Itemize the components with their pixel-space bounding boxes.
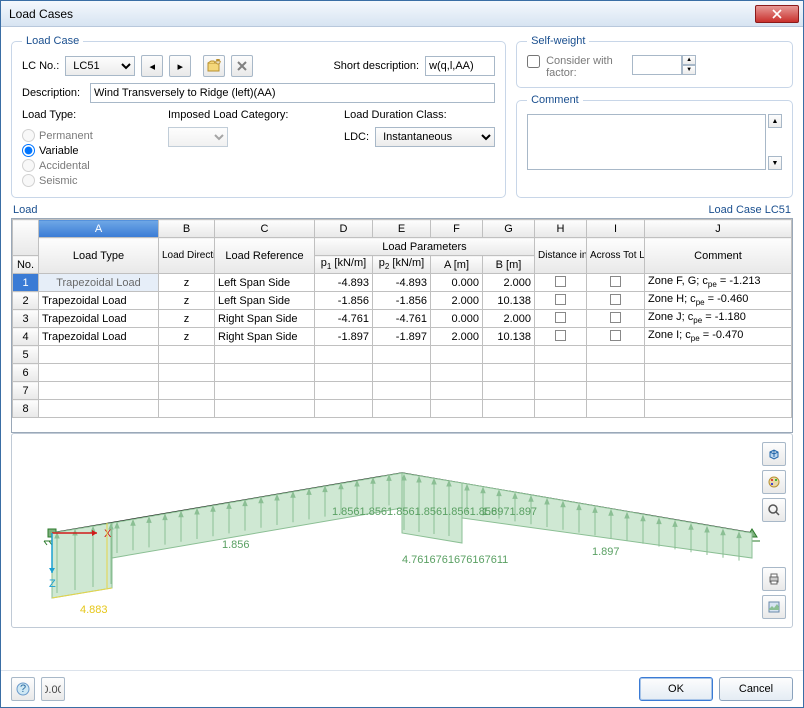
next-loadcase-button[interactable]: ▸ bbox=[169, 55, 191, 77]
radio-seismic[interactable]: Seismic bbox=[22, 174, 162, 187]
consider-label: Consider with factor: bbox=[546, 55, 626, 79]
export-button[interactable] bbox=[762, 595, 786, 619]
table-row[interactable]: 5 bbox=[13, 346, 792, 364]
cube-icon bbox=[767, 447, 781, 461]
ldc-label: Load Duration Class: bbox=[344, 109, 447, 121]
col-letter-C[interactable]: C bbox=[215, 220, 315, 238]
comment-group: Comment ▲ ▼ bbox=[516, 94, 793, 198]
delete-icon bbox=[236, 60, 248, 72]
svg-text:✶: ✶ bbox=[214, 59, 222, 67]
svg-text:4.883: 4.883 bbox=[80, 604, 108, 616]
col-letter-D[interactable]: D bbox=[315, 220, 373, 238]
table-row[interactable]: 4Trapezoidal LoadzRight Span Side-1.897-… bbox=[13, 328, 792, 346]
comment-scroll-up[interactable]: ▲ bbox=[768, 114, 782, 128]
loadcase-group: Load Case LC No.: LC51 ◂ ▸ ✶ Short descr… bbox=[11, 35, 506, 198]
titlebar: Load Cases bbox=[1, 1, 803, 27]
load-cases-dialog: Load Cases Load Case LC No.: LC51 ◂ ▸ ✶ bbox=[0, 0, 804, 708]
svg-text:1.8561.8561.8561.8561.8561.856: 1.8561.8561.8561.8561.8561.856 bbox=[332, 506, 497, 518]
svg-text:0.00: 0.00 bbox=[45, 684, 61, 696]
palette-icon bbox=[767, 475, 781, 489]
comment-scroll-down[interactable]: ▼ bbox=[768, 156, 782, 170]
shortdesc-input[interactable] bbox=[425, 56, 495, 76]
table-row[interactable]: 8 bbox=[13, 400, 792, 418]
table-row[interactable]: 1Trapezoidal LoadzLeft Span Side-4.893-4… bbox=[13, 274, 792, 292]
col-letter-B[interactable]: B bbox=[159, 220, 215, 238]
table-row[interactable]: 2Trapezoidal LoadzLeft Span Side-1.856-1… bbox=[13, 292, 792, 310]
loadtype-label: Load Type: bbox=[22, 109, 162, 121]
col-letter-F[interactable]: F bbox=[431, 220, 483, 238]
load-section-title: Load bbox=[13, 204, 708, 216]
lcno-label: LC No.: bbox=[22, 60, 59, 72]
svg-text:4.7616761676167611: 4.7616761676167611 bbox=[402, 554, 508, 566]
svg-text:1.897: 1.897 bbox=[592, 546, 620, 558]
svg-text:1.856: 1.856 bbox=[222, 539, 250, 551]
radio-accidental[interactable]: Accidental bbox=[22, 159, 162, 172]
svg-text:?: ? bbox=[20, 683, 26, 695]
new-loadcase-button[interactable]: ✶ bbox=[203, 55, 225, 77]
folder-new-icon: ✶ bbox=[207, 59, 221, 73]
help-icon: ? bbox=[16, 682, 30, 696]
table-row[interactable]: 7 bbox=[13, 382, 792, 400]
printer-icon bbox=[767, 572, 781, 586]
col-letter-E[interactable]: E bbox=[373, 220, 431, 238]
imposed-label: Imposed Load Category: bbox=[168, 109, 338, 121]
magnifier-icon bbox=[767, 503, 781, 517]
diagram-panel: X Z 1.856 1.8561.8561.8561.8561.8561.856… bbox=[11, 433, 793, 628]
decimals-button[interactable]: 0.00 bbox=[41, 677, 65, 701]
delete-loadcase-button[interactable] bbox=[231, 55, 253, 77]
cancel-button[interactable]: Cancel bbox=[719, 677, 793, 701]
table-row[interactable]: 6 bbox=[13, 364, 792, 382]
chevron-left-icon: ◂ bbox=[150, 60, 156, 73]
col-letter-H[interactable]: H bbox=[535, 220, 587, 238]
ok-button[interactable]: OK bbox=[639, 677, 713, 701]
load-grid[interactable]: A B C D E F G H I J Load Type bbox=[11, 218, 793, 433]
svg-text:X: X bbox=[104, 528, 112, 540]
col-letter-J[interactable]: J bbox=[645, 220, 792, 238]
load-diagram: X Z 1.856 1.8561.8561.8561.8561.8561.856… bbox=[16, 438, 788, 623]
description-label: Description: bbox=[22, 87, 84, 99]
table-row[interactable]: 3Trapezoidal LoadzRight Span Side-4.761-… bbox=[13, 310, 792, 328]
radio-variable[interactable]: Variable bbox=[22, 144, 162, 157]
consider-checkbox[interactable] bbox=[527, 55, 540, 68]
loadcase-legend: Load Case bbox=[22, 35, 83, 47]
ldc-select[interactable]: Instantaneous bbox=[375, 127, 495, 147]
selfweight-group: Self-weight Consider with factor: ▲▼ bbox=[516, 35, 793, 88]
radio-permanent[interactable]: Permanent bbox=[22, 129, 162, 142]
load-section-right: Load Case LC51 bbox=[708, 204, 791, 216]
close-icon bbox=[772, 9, 782, 19]
ldc-short-label: LDC: bbox=[344, 131, 369, 143]
prev-loadcase-button[interactable]: ◂ bbox=[141, 55, 163, 77]
svg-text:Z: Z bbox=[49, 578, 56, 590]
help-button[interactable]: ? bbox=[11, 677, 35, 701]
col-letter-A[interactable]: A bbox=[39, 220, 159, 238]
description-input[interactable] bbox=[90, 83, 495, 103]
col-letter-I[interactable]: I bbox=[587, 220, 645, 238]
decimal-icon: 0.00 bbox=[45, 682, 61, 696]
picture-icon bbox=[767, 600, 781, 614]
lcno-select[interactable]: LC51 bbox=[65, 56, 135, 76]
comment-legend: Comment bbox=[527, 94, 583, 106]
print-button[interactable] bbox=[762, 567, 786, 591]
close-button[interactable] bbox=[755, 5, 799, 23]
zoom-extents-button[interactable] bbox=[762, 498, 786, 522]
shortdesc-label: Short description: bbox=[333, 60, 419, 72]
imposed-category-select[interactable] bbox=[168, 127, 228, 147]
svg-text:1.8971.897: 1.8971.897 bbox=[482, 506, 537, 518]
selfweight-legend: Self-weight bbox=[527, 35, 589, 47]
window-title: Load Cases bbox=[9, 7, 755, 21]
factor-spinner[interactable]: ▲▼ bbox=[632, 55, 696, 75]
dialog-footer: ? 0.00 OK Cancel bbox=[1, 670, 803, 707]
view-3d-button[interactable] bbox=[762, 442, 786, 466]
col-letter-G[interactable]: G bbox=[483, 220, 535, 238]
view-refresh-button[interactable] bbox=[762, 470, 786, 494]
chevron-right-icon: ▸ bbox=[178, 60, 184, 73]
comment-textarea[interactable] bbox=[527, 114, 766, 170]
